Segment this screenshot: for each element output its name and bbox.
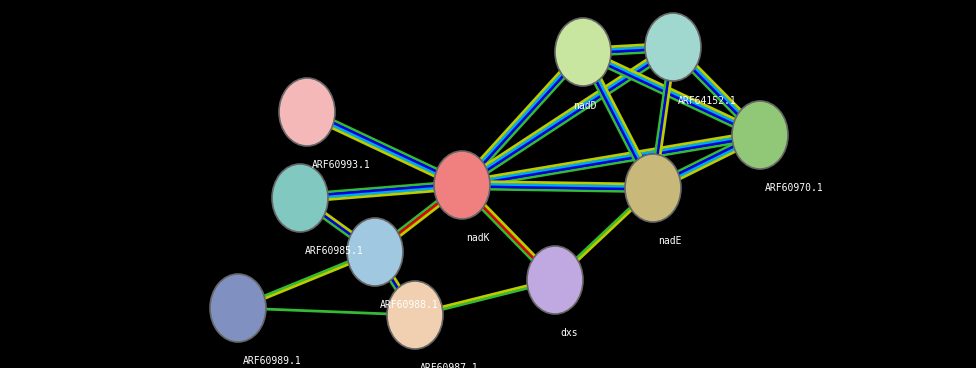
Ellipse shape xyxy=(645,13,701,81)
Ellipse shape xyxy=(210,274,266,342)
Text: ARF60993.1: ARF60993.1 xyxy=(312,160,371,170)
Ellipse shape xyxy=(555,18,611,86)
Ellipse shape xyxy=(625,154,681,222)
Text: nadK: nadK xyxy=(466,233,490,243)
Ellipse shape xyxy=(387,281,443,349)
Text: nadD: nadD xyxy=(573,101,596,111)
Text: dxs: dxs xyxy=(560,328,578,338)
Text: ARF60970.1: ARF60970.1 xyxy=(765,183,824,193)
Ellipse shape xyxy=(732,101,788,169)
Text: ARF64152.1: ARF64152.1 xyxy=(678,96,737,106)
Ellipse shape xyxy=(279,78,335,146)
Ellipse shape xyxy=(434,151,490,219)
Text: nadE: nadE xyxy=(658,236,681,246)
Ellipse shape xyxy=(272,164,328,232)
Text: ARF60989.1: ARF60989.1 xyxy=(243,356,302,366)
Text: ARF60988.1: ARF60988.1 xyxy=(380,300,439,310)
Ellipse shape xyxy=(347,218,403,286)
Ellipse shape xyxy=(527,246,583,314)
Text: ARF60985.1: ARF60985.1 xyxy=(305,246,364,256)
Text: ARF60987.1: ARF60987.1 xyxy=(420,363,479,368)
